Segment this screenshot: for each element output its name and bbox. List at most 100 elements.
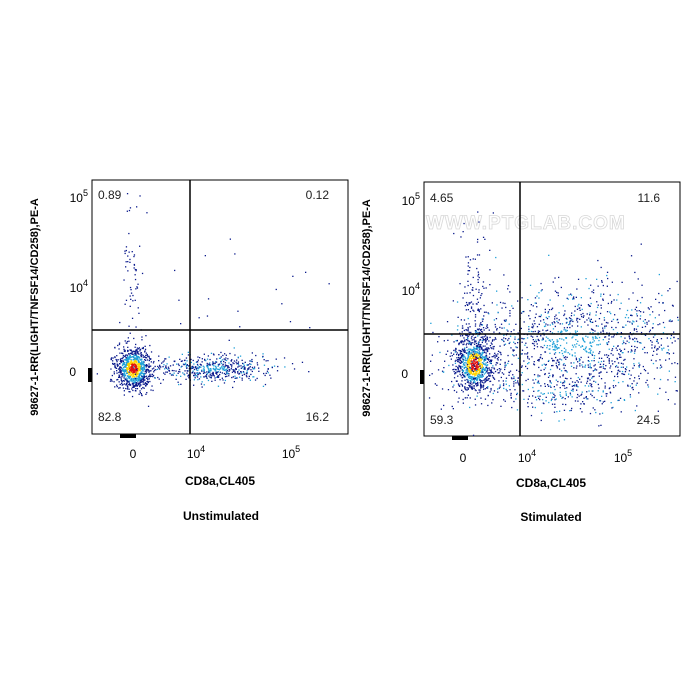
event-dot xyxy=(122,383,124,386)
event-dot xyxy=(470,381,472,383)
event-dot xyxy=(477,335,479,337)
event-dot xyxy=(537,332,539,334)
event-dot xyxy=(124,370,127,372)
event-dot xyxy=(469,384,471,386)
event-dot xyxy=(445,353,447,355)
event-dot xyxy=(570,293,572,295)
event-dot xyxy=(471,376,473,378)
event-dot xyxy=(622,366,624,368)
event-dot xyxy=(597,332,599,334)
event-dot xyxy=(124,374,126,377)
event-dot xyxy=(197,356,199,358)
event-dot xyxy=(671,320,673,322)
event-dot xyxy=(250,373,252,376)
event-dot xyxy=(144,376,146,378)
event-dot xyxy=(635,338,638,340)
event-dot xyxy=(544,373,546,376)
event-dot xyxy=(658,314,660,316)
event-dot xyxy=(494,352,496,354)
event-dot xyxy=(473,373,475,376)
event-dot xyxy=(462,398,464,401)
event-dot xyxy=(465,301,468,304)
event-dot xyxy=(289,321,292,323)
event-dot xyxy=(144,370,146,372)
event-dot xyxy=(146,392,148,394)
event-dot xyxy=(617,381,620,384)
event-dot xyxy=(144,350,146,352)
event-dot xyxy=(668,320,670,322)
event-dot xyxy=(506,329,508,331)
event-dot xyxy=(119,363,121,365)
event-dot xyxy=(534,323,536,325)
event-dot xyxy=(477,381,479,384)
event-dot xyxy=(148,365,150,368)
event-dot xyxy=(538,382,540,384)
event-dot xyxy=(228,375,230,377)
density-points xyxy=(96,193,330,407)
event-dot xyxy=(600,304,602,306)
event-dot xyxy=(478,389,480,391)
event-dot xyxy=(646,323,648,325)
event-dot xyxy=(473,343,476,345)
event-dot xyxy=(474,368,477,370)
event-dot xyxy=(611,348,614,350)
event-dot xyxy=(457,375,459,377)
event-dot xyxy=(551,357,553,360)
event-dot xyxy=(536,306,538,308)
event-dot xyxy=(139,363,141,365)
event-dot xyxy=(483,363,485,365)
event-dot xyxy=(479,349,481,351)
event-dot xyxy=(595,381,597,383)
event-dot xyxy=(466,378,468,381)
event-dot xyxy=(501,307,503,309)
event-dot xyxy=(644,322,646,324)
event-dot xyxy=(479,374,481,377)
event-dot xyxy=(131,386,134,388)
event-dot xyxy=(138,379,141,381)
event-dot xyxy=(535,313,537,315)
event-dot xyxy=(644,319,646,321)
event-dot xyxy=(243,368,246,370)
event-dot xyxy=(131,368,133,370)
event-dot xyxy=(603,319,606,321)
event-dot xyxy=(592,289,595,291)
event-dot xyxy=(561,323,564,325)
event-dot xyxy=(131,388,133,390)
event-dot xyxy=(239,326,241,328)
event-dot xyxy=(130,374,133,376)
event-dot xyxy=(613,299,615,301)
event-dot xyxy=(555,314,557,316)
event-dot xyxy=(470,342,472,344)
event-dot xyxy=(234,354,236,356)
event-dot xyxy=(128,381,130,383)
event-dot xyxy=(462,370,464,372)
event-dot xyxy=(651,344,653,346)
event-dot xyxy=(145,385,147,387)
event-dot xyxy=(238,372,241,375)
event-dot xyxy=(247,368,249,370)
event-dot xyxy=(506,390,508,392)
event-dot xyxy=(211,375,213,377)
event-dot xyxy=(543,344,546,347)
event-dot xyxy=(572,336,574,338)
event-dot xyxy=(481,336,484,338)
event-dot xyxy=(486,343,488,345)
event-dot xyxy=(208,369,210,371)
event-dot xyxy=(146,354,148,356)
event-dot xyxy=(581,411,583,413)
event-dot xyxy=(125,354,127,356)
event-dot xyxy=(464,364,466,366)
event-dot xyxy=(127,261,129,263)
event-dot xyxy=(208,375,210,377)
event-dot xyxy=(219,373,221,376)
event-dot xyxy=(120,379,123,381)
event-dot xyxy=(128,388,130,390)
event-dot xyxy=(213,368,216,371)
event-dot xyxy=(222,368,224,370)
event-dot xyxy=(543,393,545,395)
event-dot xyxy=(480,383,482,385)
event-dot xyxy=(611,371,613,373)
event-dot xyxy=(136,352,138,354)
event-dot xyxy=(576,385,578,387)
event-dot xyxy=(572,388,574,391)
